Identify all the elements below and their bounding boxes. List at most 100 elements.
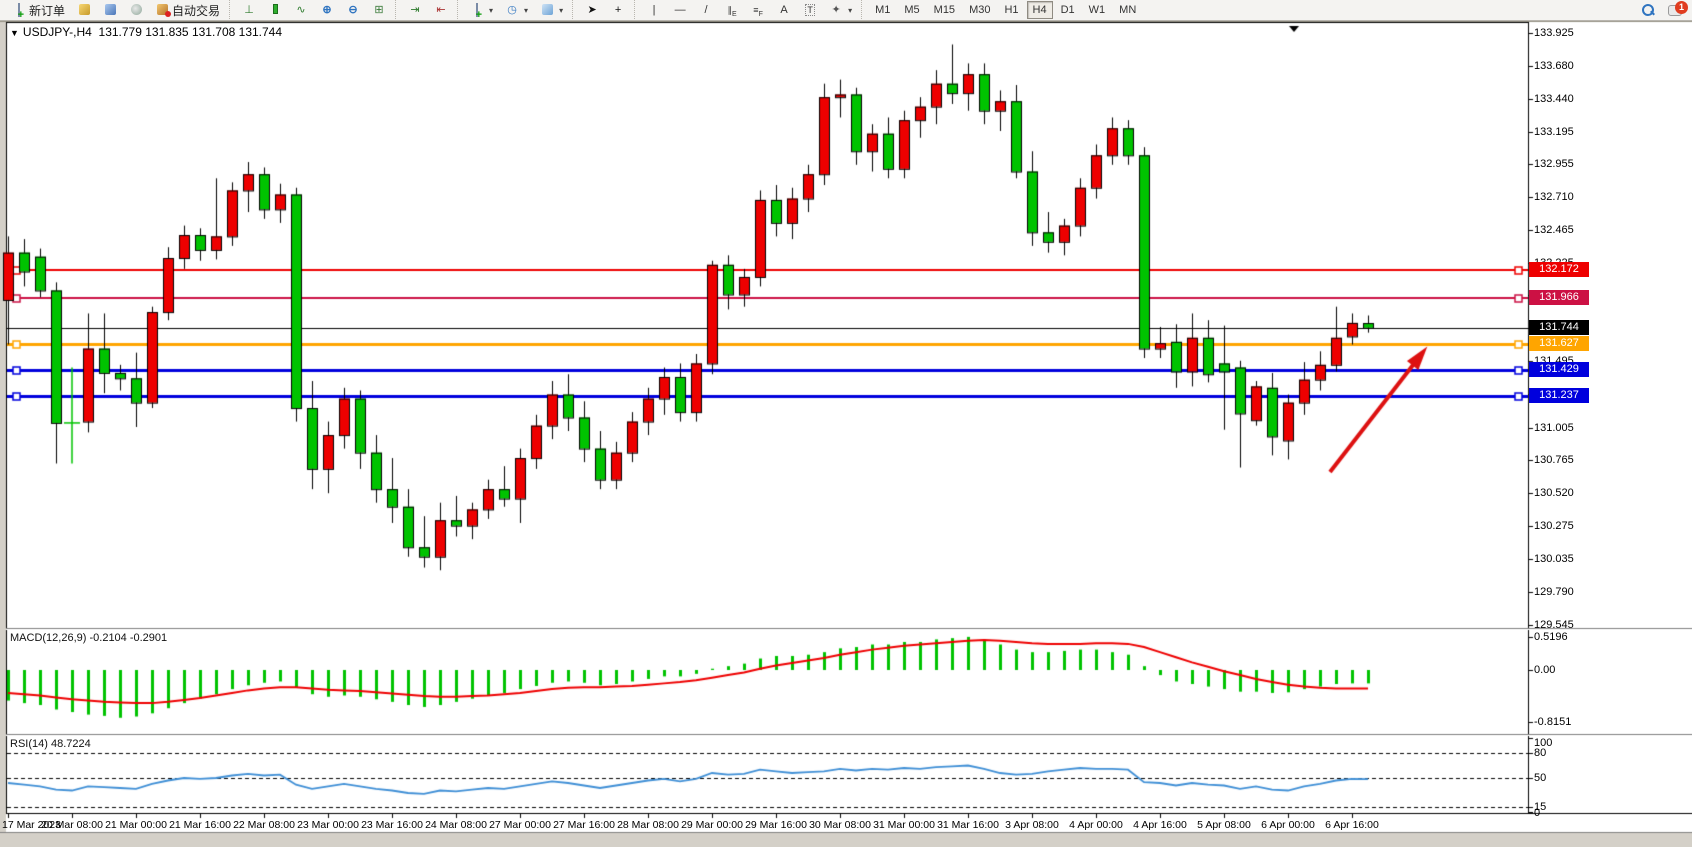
- new-order-icon: [12, 3, 26, 17]
- text-label-button[interactable]: T: [798, 1, 822, 20]
- tile-windows-button[interactable]: ⊞: [367, 1, 391, 20]
- price-tick-label: 131.005: [1534, 421, 1574, 434]
- timeframe-button-m30[interactable]: M30: [969, 4, 991, 16]
- chart-window: ▼ USDJPY-,H4 131.779 131.835 131.708 131.…: [0, 21, 1692, 847]
- line-chart-button[interactable]: ∿: [289, 1, 313, 20]
- date-label: 27 Mar 00:00: [489, 819, 551, 831]
- arrows-button[interactable]: ✦ ▾: [824, 1, 857, 20]
- price-tick-label: 129.790: [1534, 585, 1574, 598]
- date-label: 20 Mar 08:00: [41, 819, 103, 831]
- timeframe-button-m5[interactable]: M5: [904, 4, 920, 16]
- main-toolbar: 新订单 自动交易 ⊥ ∿ ⊕ ⊖ ⊞ ⇥ ⇤ ▾ ◷▾ ▾ ➤ +: [0, 0, 1692, 21]
- macd-tick-label: -0.8151: [1534, 715, 1572, 728]
- cursor-button[interactable]: ➤: [580, 1, 604, 20]
- timeframe-button-mn[interactable]: MN: [1119, 4, 1137, 16]
- price-tick-label: 129.545: [1534, 619, 1574, 631]
- date-label: 24 Mar 08:00: [425, 819, 487, 831]
- channel-button[interactable]: ∥E: [720, 1, 744, 20]
- text-icon: A: [780, 4, 788, 16]
- timeframe-button-h4[interactable]: H4: [1026, 1, 1053, 19]
- toolbar-group-autoscroll: ⇥ ⇤: [395, 0, 457, 21]
- auto-scroll-icon: ⇥: [410, 4, 420, 16]
- rsi-tick-label: 100: [1534, 737, 1553, 749]
- horizontal-line-button[interactable]: —: [668, 1, 692, 20]
- price-tick-label: 133.195: [1534, 125, 1574, 138]
- price-tick-label: 130.520: [1534, 487, 1574, 500]
- toolbar-group-drawing: | — / ∥E ≡F A T ✦ ▾: [634, 0, 861, 21]
- date-label: 4 Apr 16:00: [1133, 819, 1187, 831]
- date-label: 31 Mar 00:00: [873, 819, 935, 831]
- timeframe-button-m15[interactable]: M15: [933, 4, 956, 16]
- toolbar-right: 1: [1642, 0, 1692, 16]
- zoom-out-button[interactable]: ⊖: [341, 1, 365, 20]
- signals-button[interactable]: [124, 1, 148, 20]
- date-label: 29 Mar 16:00: [745, 819, 807, 831]
- rsi-value: 48.7224: [50, 738, 91, 750]
- indicators-button[interactable]: ▾: [465, 1, 498, 20]
- rsi-label: RSI(14) 48.7224: [10, 738, 91, 750]
- trendline-button[interactable]: /: [694, 1, 718, 20]
- timeframe-button-m1[interactable]: M1: [875, 4, 891, 16]
- toolbar-group-chart-type: ⊥ ∿ ⊕ ⊖ ⊞: [229, 0, 395, 21]
- date-label: 21 Mar 00:00: [105, 819, 167, 831]
- price-line-badge: 131.966: [1529, 289, 1589, 305]
- macd-label: MACD(12,26,9) -0.2104 -0.2901: [10, 632, 167, 644]
- candlestick-chart-icon: [268, 4, 282, 16]
- search-icon[interactable]: [1642, 4, 1654, 16]
- periods-button[interactable]: ◷ ▾: [500, 1, 533, 20]
- toolbar-group-trading: 新订单 自动交易: [0, 0, 229, 21]
- symbol-dropdown-icon[interactable]: ▼: [10, 28, 19, 38]
- bar-chart-button[interactable]: ⊥: [237, 1, 261, 20]
- price-line-badge: 131.627: [1529, 335, 1589, 351]
- new-order-label: 新订单: [29, 3, 66, 18]
- price-tick-label: 132.465: [1534, 224, 1574, 237]
- price-line-badge: 132.172: [1529, 261, 1589, 277]
- rsi-name: RSI(14): [10, 738, 48, 750]
- candlestick-chart-button[interactable]: [263, 1, 287, 20]
- macd-tick-label: 0.00: [1534, 664, 1556, 676]
- text-button[interactable]: A: [772, 1, 796, 20]
- price-tick-label: 130.275: [1534, 520, 1574, 533]
- line-chart-icon: ∿: [296, 4, 306, 16]
- zoom-in-button[interactable]: ⊕: [315, 1, 339, 20]
- price-chart-canvas[interactable]: [0, 21, 1692, 847]
- date-label: 29 Mar 00:00: [681, 819, 743, 831]
- toolbar-group-objects: ▾ ◷▾ ▾: [457, 0, 572, 21]
- timeframe-button-w1[interactable]: W1: [1088, 4, 1106, 16]
- date-label: 28 Mar 08:00: [617, 819, 679, 831]
- chart-shift-button[interactable]: ⇤: [429, 1, 453, 20]
- toolbar-group-timeframes: M1 M5 M15 M30 H1 H4 D1 W1 MN: [861, 0, 1146, 21]
- crosshair-icon: +: [614, 4, 622, 16]
- auto-trading-label: 自动交易: [172, 3, 221, 18]
- chart-title-symbol: USDJPY-,H4: [22, 25, 92, 39]
- date-label: 17 Mar 2023: [2, 819, 61, 831]
- macd-name: MACD(12,26,9): [10, 632, 87, 644]
- date-label: 22 Mar 08:00: [233, 819, 295, 831]
- auto-trading-icon: [155, 4, 172, 17]
- vertical-line-icon: |: [652, 4, 656, 16]
- timeframe-button-h1[interactable]: H1: [1004, 4, 1019, 16]
- auto-scroll-button[interactable]: ⇥: [403, 1, 427, 20]
- date-label: 21 Mar 16:00: [169, 819, 231, 831]
- vertical-line-button[interactable]: |: [642, 1, 666, 20]
- templates-button[interactable]: ▾: [535, 1, 568, 20]
- data-window-button[interactable]: [98, 1, 122, 20]
- price-tick-label: 132.955: [1534, 158, 1574, 171]
- fibonacci-icon: ≡F: [753, 5, 763, 18]
- price-line-badge: 131.237: [1529, 388, 1589, 404]
- crosshair-button[interactable]: +: [606, 1, 630, 20]
- notifications-icon[interactable]: 1: [1668, 0, 1688, 16]
- market-watch-button[interactable]: [72, 1, 96, 20]
- signals-icon: [129, 4, 143, 16]
- rsi-tick-label: 80: [1534, 747, 1547, 759]
- auto-trading-button[interactable]: 自动交易: [150, 1, 225, 20]
- rsi-tick-label: 15: [1534, 801, 1547, 814]
- date-label: 6 Apr 16:00: [1325, 819, 1379, 831]
- new-order-button[interactable]: 新订单: [7, 1, 70, 20]
- timeframe-button-d1[interactable]: D1: [1060, 4, 1075, 16]
- date-label: 5 Apr 08:00: [1197, 819, 1251, 831]
- price-line-badge: 131.429: [1529, 362, 1589, 378]
- zoom-out-icon: ⊖: [348, 4, 358, 16]
- chevron-down-icon: ▾: [559, 5, 564, 15]
- fibonacci-button[interactable]: ≡F: [746, 1, 770, 20]
